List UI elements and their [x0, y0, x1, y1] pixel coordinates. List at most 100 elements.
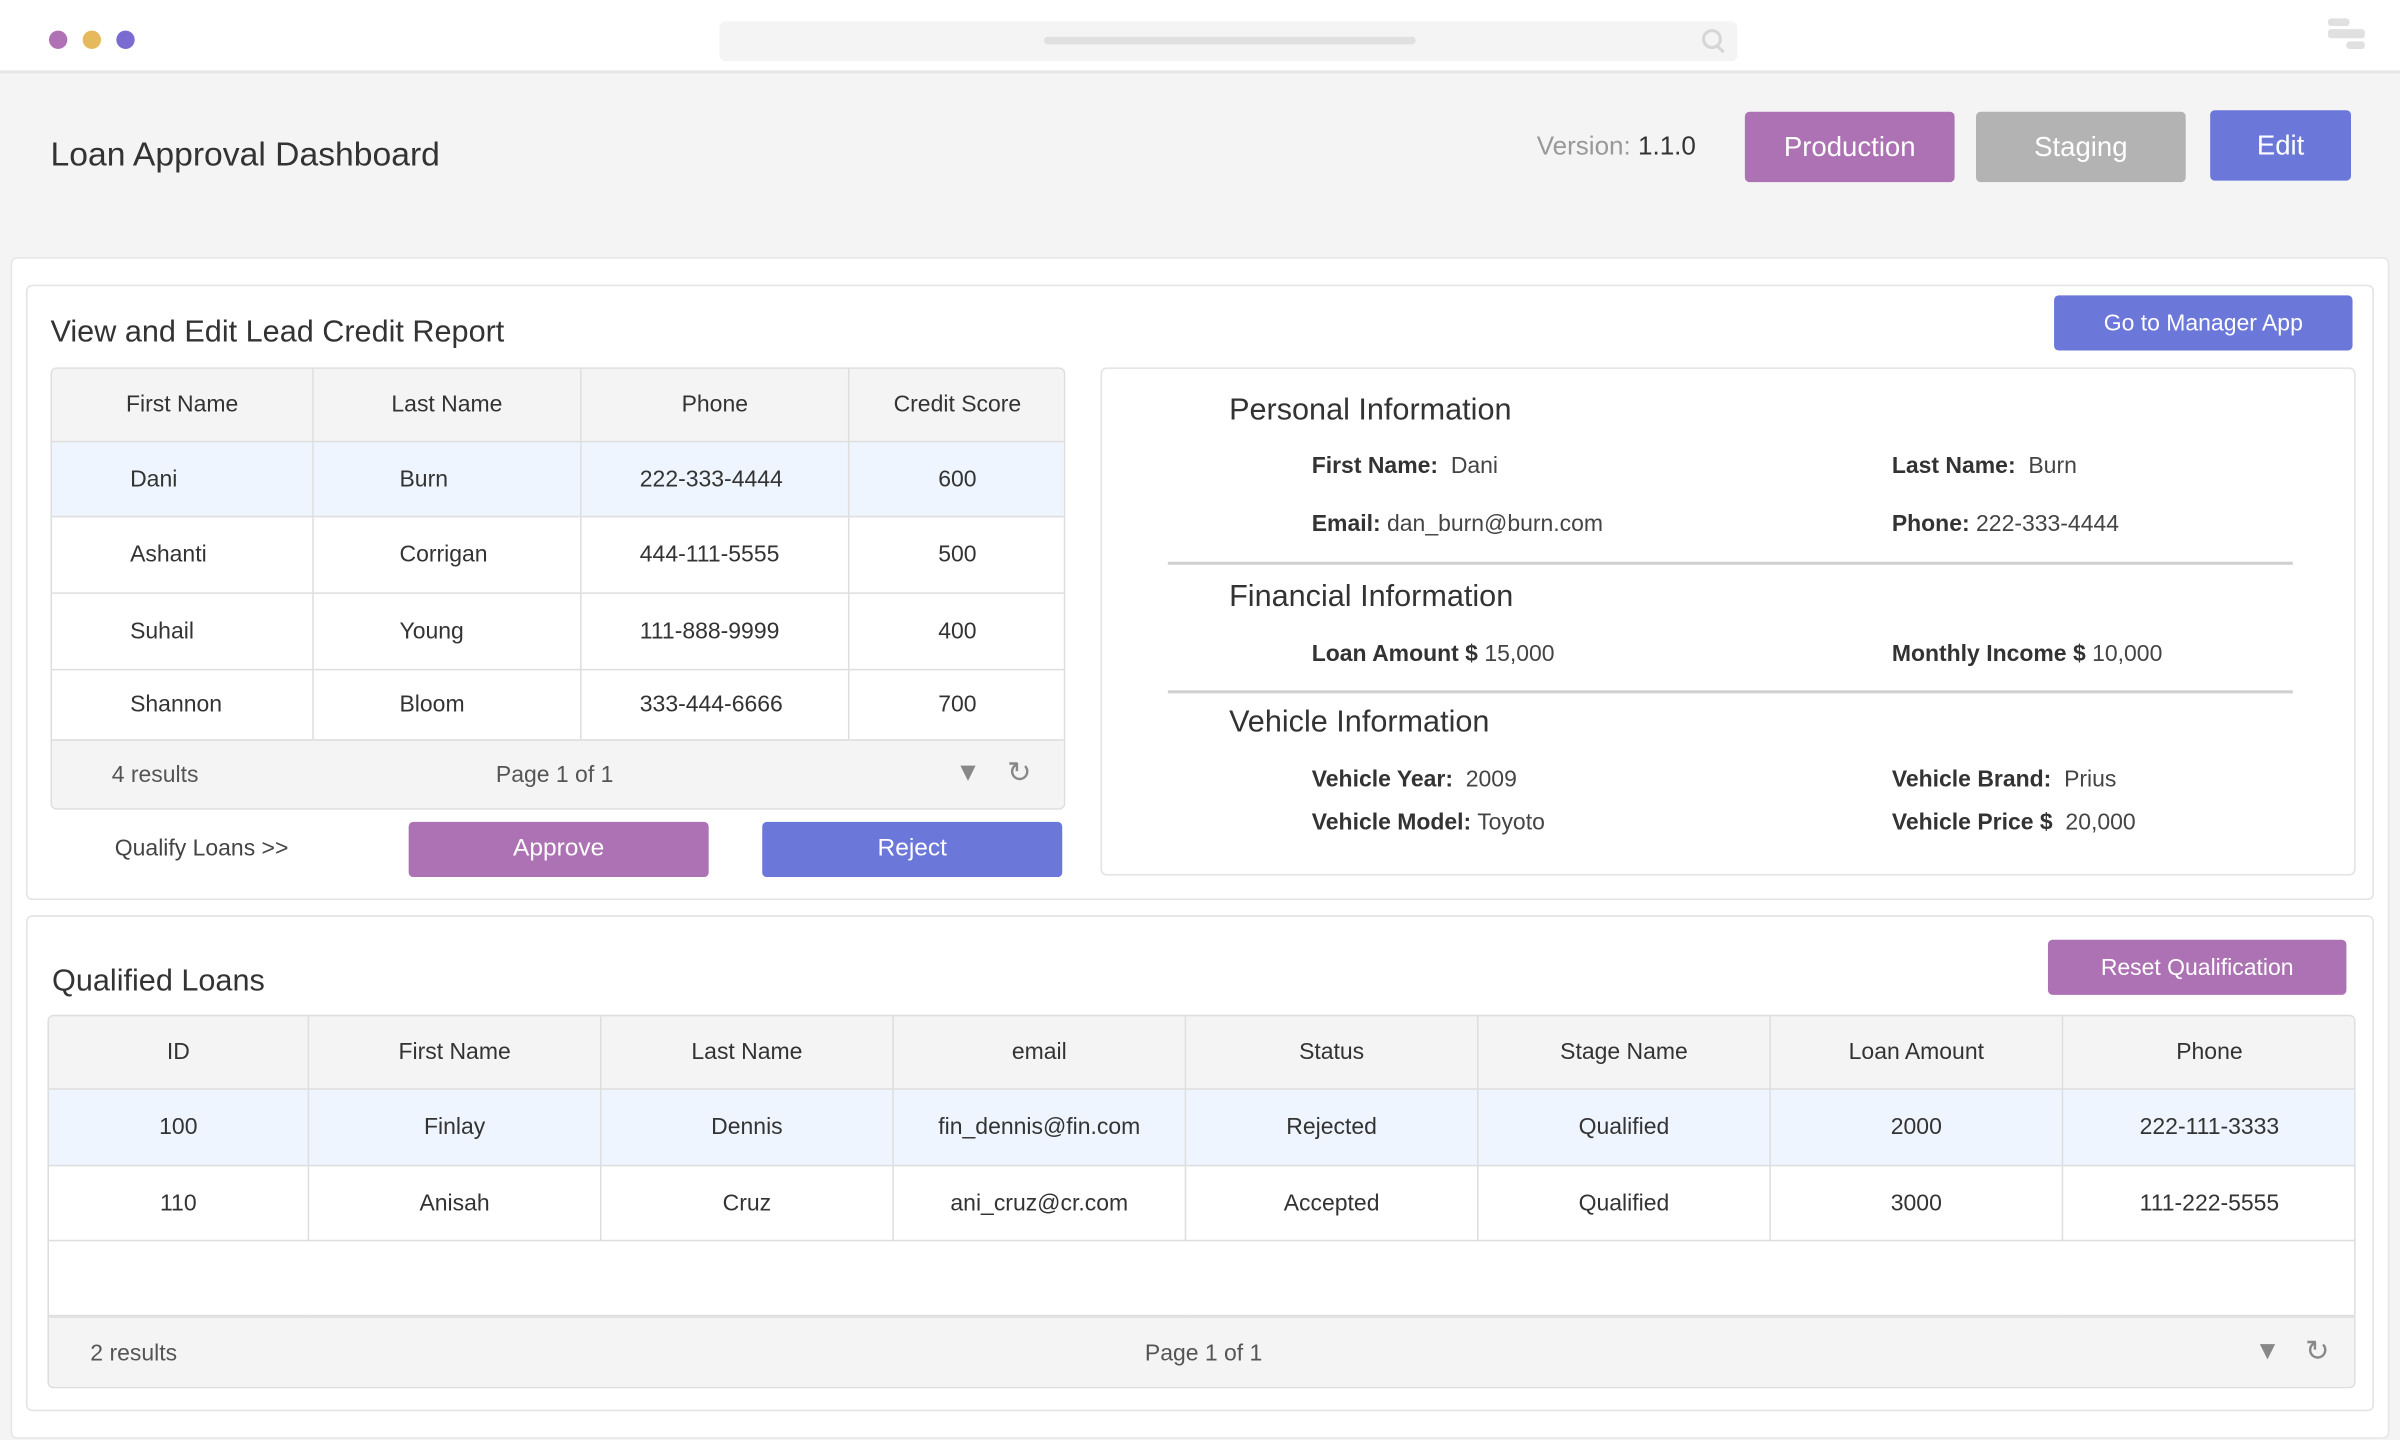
divider [1167, 561, 2293, 565]
column-header[interactable]: Credit Score [847, 368, 1064, 443]
qualified-loans-table: ID First Name Last Name email Status Stage Na… [47, 1014, 2356, 1389]
table-cell: ani_cruz@cr.com [892, 1164, 1187, 1242]
page-indicator: Page 1 of 1 [1144, 1340, 1263, 1367]
column-header[interactable]: Stage Name [1477, 1016, 1771, 1090]
divider [1167, 690, 2293, 694]
table-cell: Cruz [599, 1164, 894, 1242]
column-header[interactable]: Last Name [312, 368, 582, 443]
table-cell: Anisah [307, 1164, 602, 1242]
table-row[interactable]: Suhail Young 111-888-9999 400 [52, 592, 1064, 671]
version-value: 1.1.0 [1638, 131, 1696, 161]
table-cell: 600 [847, 440, 1064, 518]
table-cell: 111-222-5555 [2061, 1164, 2355, 1242]
financial-info-heading: Financial Information [1229, 580, 1514, 614]
table-cell: Finlay [307, 1088, 602, 1167]
table-cell: fin_dennis@fin.com [892, 1088, 1187, 1167]
column-header[interactable]: First Name [52, 368, 314, 443]
table-cell: 500 [847, 515, 1064, 594]
table-footer: 2 results Page 1 of 1 ▼ ↻ [48, 1316, 2355, 1387]
refresh-icon[interactable]: ↻ [1007, 757, 1032, 790]
first-name-field: First Name: Dani [1311, 453, 1499, 480]
refresh-icon[interactable]: ↻ [2305, 1336, 2330, 1369]
table-cell: Dennis [599, 1088, 894, 1167]
menu-icon[interactable] [2328, 18, 2365, 52]
table-footer: 4 results Page 1 of 1 ▼ ↻ [52, 739, 1064, 809]
approve-button[interactable]: Approve [408, 821, 709, 878]
column-header[interactable]: email [892, 1016, 1187, 1090]
table-cell: Qualified [1477, 1088, 1771, 1167]
window-dot-icon[interactable] [82, 30, 102, 49]
table-cell: Rejected [1184, 1088, 1479, 1167]
window-dot-icon[interactable] [48, 30, 68, 49]
qualify-loans-label: Qualify Loans >> [114, 835, 289, 862]
column-header[interactable]: ID [48, 1016, 310, 1090]
address-bar[interactable] [719, 21, 1738, 62]
personal-info-heading: Personal Information [1229, 393, 1512, 428]
filter-icon[interactable]: ▼ [2254, 1336, 2281, 1366]
table-cell: 222-111-3333 [2061, 1088, 2355, 1167]
vehicle-model-field: Vehicle Model: Toyoto [1311, 809, 1545, 836]
table-cell: 700 [847, 668, 1064, 741]
table-row[interactable]: Ashanti Corrigan 444-111-5555 500 [52, 515, 1064, 594]
results-count: 4 results [111, 762, 199, 789]
results-count: 2 results [90, 1340, 178, 1367]
go-to-manager-app-button[interactable]: Go to Manager App [2054, 295, 2353, 351]
last-name-field: Last Name: Burn [1891, 453, 2077, 480]
page-indicator: Page 1 of 1 [495, 762, 614, 789]
vehicle-info-heading: Vehicle Information [1229, 705, 1490, 740]
column-header[interactable]: Phone [580, 368, 850, 443]
table-row[interactable]: Dani Burn 222-333-4444 600 [52, 440, 1064, 518]
filter-icon[interactable]: ▼ [955, 757, 981, 787]
staging-button[interactable]: Staging [1976, 111, 2186, 183]
table-cell: Young [312, 592, 582, 671]
window-dot-icon[interactable] [116, 30, 135, 49]
production-button[interactable]: Production [1744, 111, 1955, 183]
table-cell: Burn [312, 440, 582, 518]
column-header[interactable]: Last Name [599, 1016, 894, 1090]
qualified-loans-title: Qualified Loans [52, 964, 265, 998]
column-header[interactable]: Status [1184, 1016, 1479, 1090]
column-header[interactable]: Loan Amount [1769, 1016, 2064, 1090]
table-cell: Suhail [52, 592, 314, 671]
credit-report-title: View and Edit Lead Credit Report [50, 315, 505, 349]
table-cell: 110 [48, 1164, 310, 1242]
monthly-income-field: Monthly Income $ 10,000 [1891, 641, 2163, 668]
edit-button[interactable]: Edit [2210, 110, 2352, 181]
table-cell: Accepted [1184, 1164, 1479, 1242]
table-row[interactable]: Shannon Bloom 333-444-6666 700 [52, 668, 1064, 741]
vehicle-price-field: Vehicle Price $ 20,000 [1891, 809, 2136, 836]
column-header[interactable]: First Name [307, 1016, 602, 1090]
address-placeholder [1043, 36, 1416, 45]
lead-details-panel: Personal Information First Name: Dani La… [1100, 367, 2356, 876]
reset-qualification-button[interactable]: Reset Qualification [2047, 939, 2347, 995]
table-cell: 400 [847, 592, 1064, 671]
table-cell: Dani [52, 440, 314, 518]
table-cell: 3000 [1769, 1164, 2064, 1242]
loan-amount-field: Loan Amount $ 15,000 [1311, 641, 1555, 668]
table-cell: 222-333-4444 [580, 440, 850, 518]
table-row[interactable]: 110 Anisah Cruz ani_cruz@cr.com Accepted Qual… [48, 1164, 2355, 1242]
table-cell: Qualified [1477, 1164, 1771, 1242]
window-titlebar [0, 0, 2400, 74]
table-cell: Corrigan [312, 515, 582, 594]
table-cell: 444-111-5555 [580, 515, 850, 594]
email-field: Email: dan_burn@burn.com [1311, 511, 1604, 538]
vehicle-brand-field: Vehicle Brand: Prius [1891, 766, 2117, 793]
table-cell: 111-888-9999 [580, 592, 850, 671]
phone-field: Phone: 222-333-4444 [1891, 511, 2120, 538]
search-icon[interactable] [1702, 29, 1722, 49]
vehicle-year-field: Vehicle Year: 2009 [1311, 766, 1517, 793]
empty-row [48, 1239, 2355, 1317]
table-cell: Shannon [52, 668, 314, 741]
table-cell: Ashanti [52, 515, 314, 594]
page-title: Loan Approval Dashboard [50, 134, 440, 173]
reject-button[interactable]: Reject [762, 821, 1063, 878]
table-cell: Bloom [312, 668, 582, 741]
credit-report-table: First Name Last Name Phone Credit Score Dan… [50, 367, 1066, 810]
table-cell: 100 [48, 1088, 310, 1167]
column-header[interactable]: Phone [2061, 1016, 2355, 1090]
version-label: Version: 1.1.0 [1536, 131, 1696, 161]
table-row[interactable]: 100 Finlay Dennis fin_dennis@fin.com Rejecte… [48, 1088, 2355, 1167]
table-cell: 333-444-6666 [580, 668, 850, 741]
